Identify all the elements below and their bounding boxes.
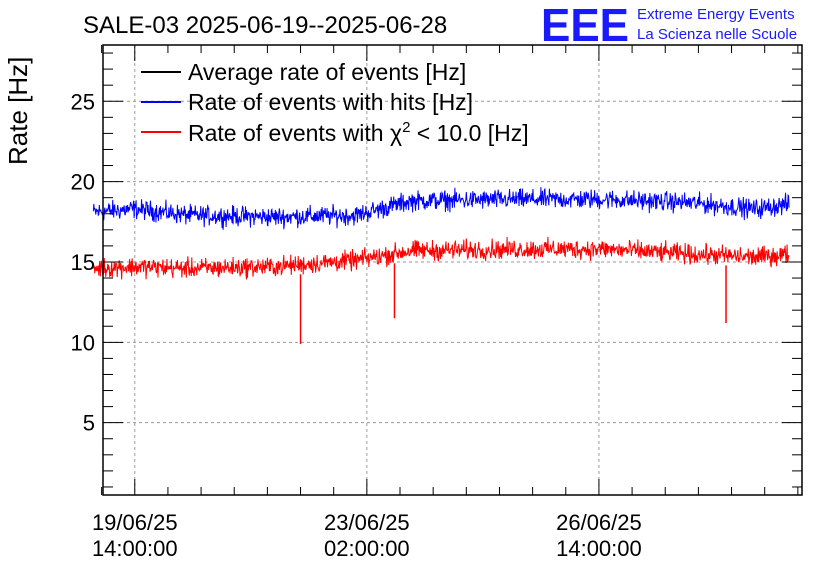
y-tick-label: 20	[71, 170, 95, 195]
legend: Average rate of events [Hz] Rate of even…	[141, 59, 529, 146]
tick-labels: 51015202519/06/2514:00:0023/06/2502:00:0…	[71, 89, 642, 561]
series-line-chi2	[92, 236, 790, 280]
x-tick-label-date: 19/06/25	[92, 510, 178, 535]
y-axis-title: Rate [Hz]	[3, 57, 33, 165]
y-tick-label: 15	[71, 250, 95, 275]
y-tick-label: 25	[71, 89, 95, 114]
legend-label-chi2: Rate of events with χ2 < 10.0 [Hz]	[188, 119, 529, 146]
plot-frame	[102, 44, 803, 496]
legend-label-hits: Rate of events with hits [Hz]	[188, 89, 473, 115]
logo-line1: Extreme Energy Events	[637, 6, 795, 23]
x-tick-label-date: 23/06/25	[324, 510, 410, 535]
legend-label-average: Average rate of events [Hz]	[188, 59, 466, 85]
logo-letters: EEE	[541, 0, 629, 51]
chart-title: SALE-03 2025-06-19--2025-06-28	[83, 12, 447, 39]
series-line-hits	[92, 187, 790, 230]
x-tick-label-date: 26/06/25	[556, 510, 642, 535]
axes	[101, 44, 803, 496]
x-tick-label-time: 02:00:00	[324, 536, 410, 561]
logo-line2: La Scienza nelle Scuole	[637, 26, 797, 43]
eee-logo: EEE Extreme Energy Events La Scienza nel…	[541, 0, 797, 51]
y-tick-label: 5	[83, 411, 95, 436]
series-layer	[92, 187, 790, 344]
x-tick-label-time: 14:00:00	[556, 536, 642, 561]
y-tick-label: 10	[71, 330, 95, 355]
x-tick-label-time: 14:00:00	[92, 536, 178, 561]
